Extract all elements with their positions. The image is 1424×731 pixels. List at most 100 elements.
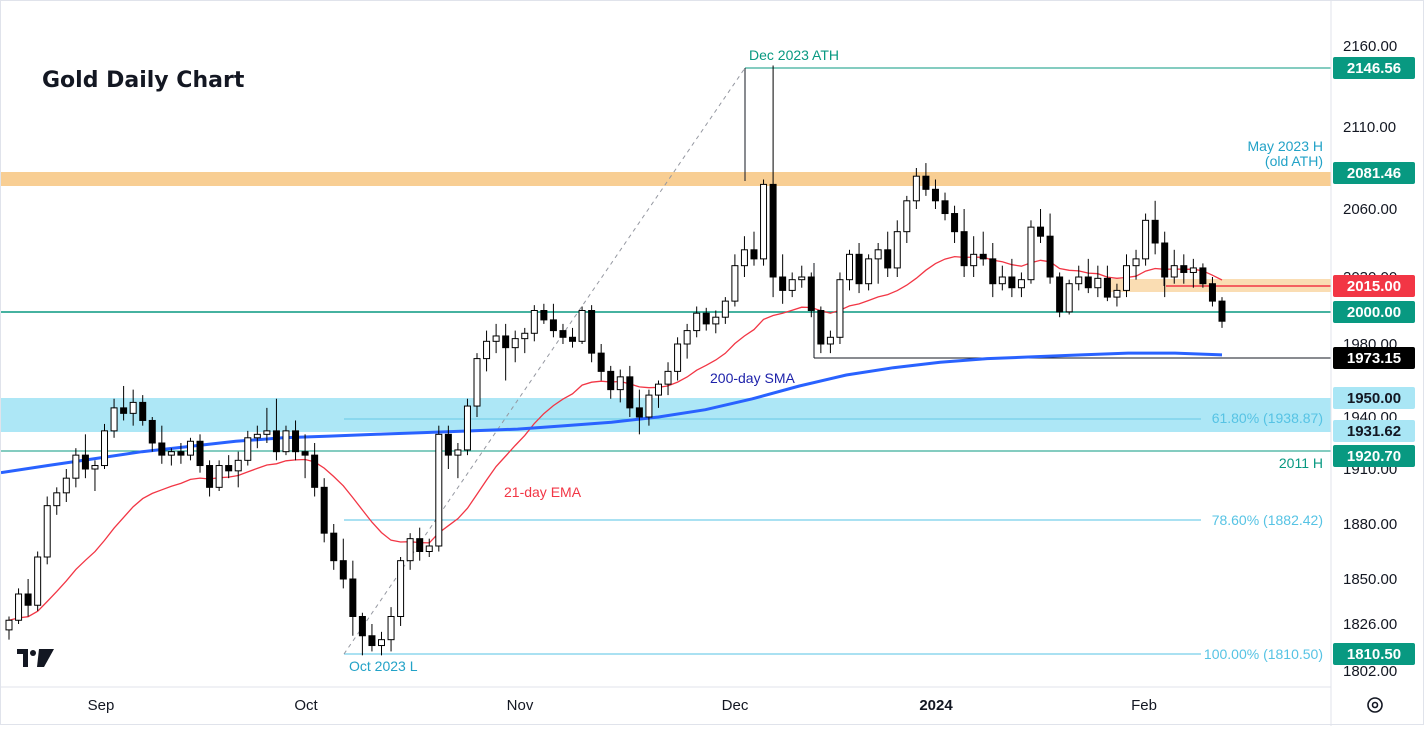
candle-body: [215, 465, 223, 488]
price-pill: 1931.62: [1333, 420, 1415, 442]
candle-body: [387, 616, 395, 641]
price-pill: 2146.56: [1333, 57, 1415, 79]
candle: [836, 272, 844, 344]
price-pill-bg: [1333, 445, 1415, 467]
candle: [1056, 272, 1064, 318]
candle: [177, 443, 185, 464]
candle: [702, 307, 710, 331]
candle-body: [148, 419, 156, 444]
candle: [34, 551, 42, 611]
candle: [989, 243, 997, 298]
candle: [406, 533, 414, 570]
candle: [81, 434, 89, 479]
candle-body: [1037, 226, 1045, 237]
candle: [1113, 283, 1121, 307]
candle-body: [865, 258, 873, 285]
candle: [1218, 297, 1226, 328]
candle-body: [970, 253, 978, 267]
price-pill: 2015.00: [1333, 275, 1415, 297]
candle: [941, 192, 949, 221]
price-pill-label: 1810.50: [1347, 646, 1401, 663]
h2011-label: 2011 H: [1279, 455, 1323, 471]
candle-body: [1142, 219, 1150, 260]
candle-body: [1132, 258, 1140, 267]
price-pill-label: 1973.15: [1347, 350, 1401, 367]
candle-body: [358, 616, 366, 637]
candle-body: [1170, 265, 1178, 278]
candle: [148, 417, 156, 452]
candle: [511, 330, 519, 363]
candle-body: [654, 383, 662, 396]
price-pill-label: 2081.46: [1347, 165, 1401, 182]
candle: [62, 469, 70, 502]
candle-body: [922, 175, 930, 190]
price-pill-bg: [1333, 162, 1415, 184]
candle-body: [53, 492, 61, 507]
candle: [1037, 209, 1045, 243]
candle: [626, 365, 634, 417]
price-pill-bg: [1333, 420, 1415, 442]
candle: [740, 236, 748, 277]
candle-body: [301, 451, 309, 456]
candle: [368, 624, 376, 652]
settings-icon[interactable]: [1367, 697, 1383, 713]
candle: [826, 330, 834, 354]
candle: [320, 478, 328, 543]
candle: [855, 243, 863, 294]
candle: [1094, 265, 1102, 298]
candle: [912, 168, 920, 209]
annotations: Dec 2023 ATH May 2023 H(old ATH) 61.80% (1…: [349, 47, 1323, 674]
y-tick-label: 2110.00: [1343, 119, 1396, 136]
x-tick-label: 2024: [919, 697, 953, 714]
candle: [1122, 254, 1130, 298]
candle: [731, 254, 739, 307]
candle-body: [15, 593, 23, 621]
y-tick-label: 1850.00: [1343, 571, 1397, 588]
candle-body: [903, 200, 911, 233]
candle: [931, 179, 939, 209]
candle-body: [186, 440, 194, 456]
x-tick-label: Oct: [294, 697, 318, 714]
candle-body: [530, 310, 538, 334]
candle-body: [196, 440, 204, 467]
candle: [769, 65, 777, 298]
price-pill-bg: [1333, 57, 1415, 79]
candle-body: [129, 401, 137, 414]
x-tick-label: Dec: [722, 697, 749, 714]
candle: [1065, 279, 1073, 315]
candle: [635, 389, 643, 435]
candle-body: [616, 376, 624, 391]
candle-body: [435, 433, 443, 547]
resistance-zone: [1, 172, 1331, 186]
candle: [272, 398, 280, 461]
candle-body: [330, 532, 338, 562]
candles: [5, 65, 1226, 656]
candle: [616, 369, 624, 403]
y-tick-label: 2060.00: [1343, 201, 1397, 218]
x-axis: Sep Oct Nov Dec 2024 Feb: [1, 686, 1331, 714]
candle-body: [225, 465, 233, 472]
candle-body: [626, 376, 634, 409]
candle-body: [34, 556, 42, 606]
candle: [788, 272, 796, 298]
candle: [1103, 265, 1111, 302]
candle-body: [177, 451, 185, 456]
candle: [186, 437, 194, 461]
candle: [1132, 249, 1140, 280]
candle-body: [874, 249, 882, 260]
candle-body: [1208, 283, 1216, 302]
candle: [215, 460, 223, 491]
candle: [721, 297, 729, 324]
candle: [377, 631, 385, 656]
candle: [979, 231, 987, 266]
candle: [683, 323, 691, 359]
candle: [435, 425, 443, 552]
candle-body: [960, 231, 968, 267]
candle: [530, 305, 538, 342]
candle-body: [483, 340, 491, 360]
x-tick-label: Nov: [507, 697, 534, 714]
chart-title: Gold Daily Chart: [42, 68, 245, 93]
candle: [282, 425, 290, 456]
candle-body: [167, 451, 175, 456]
